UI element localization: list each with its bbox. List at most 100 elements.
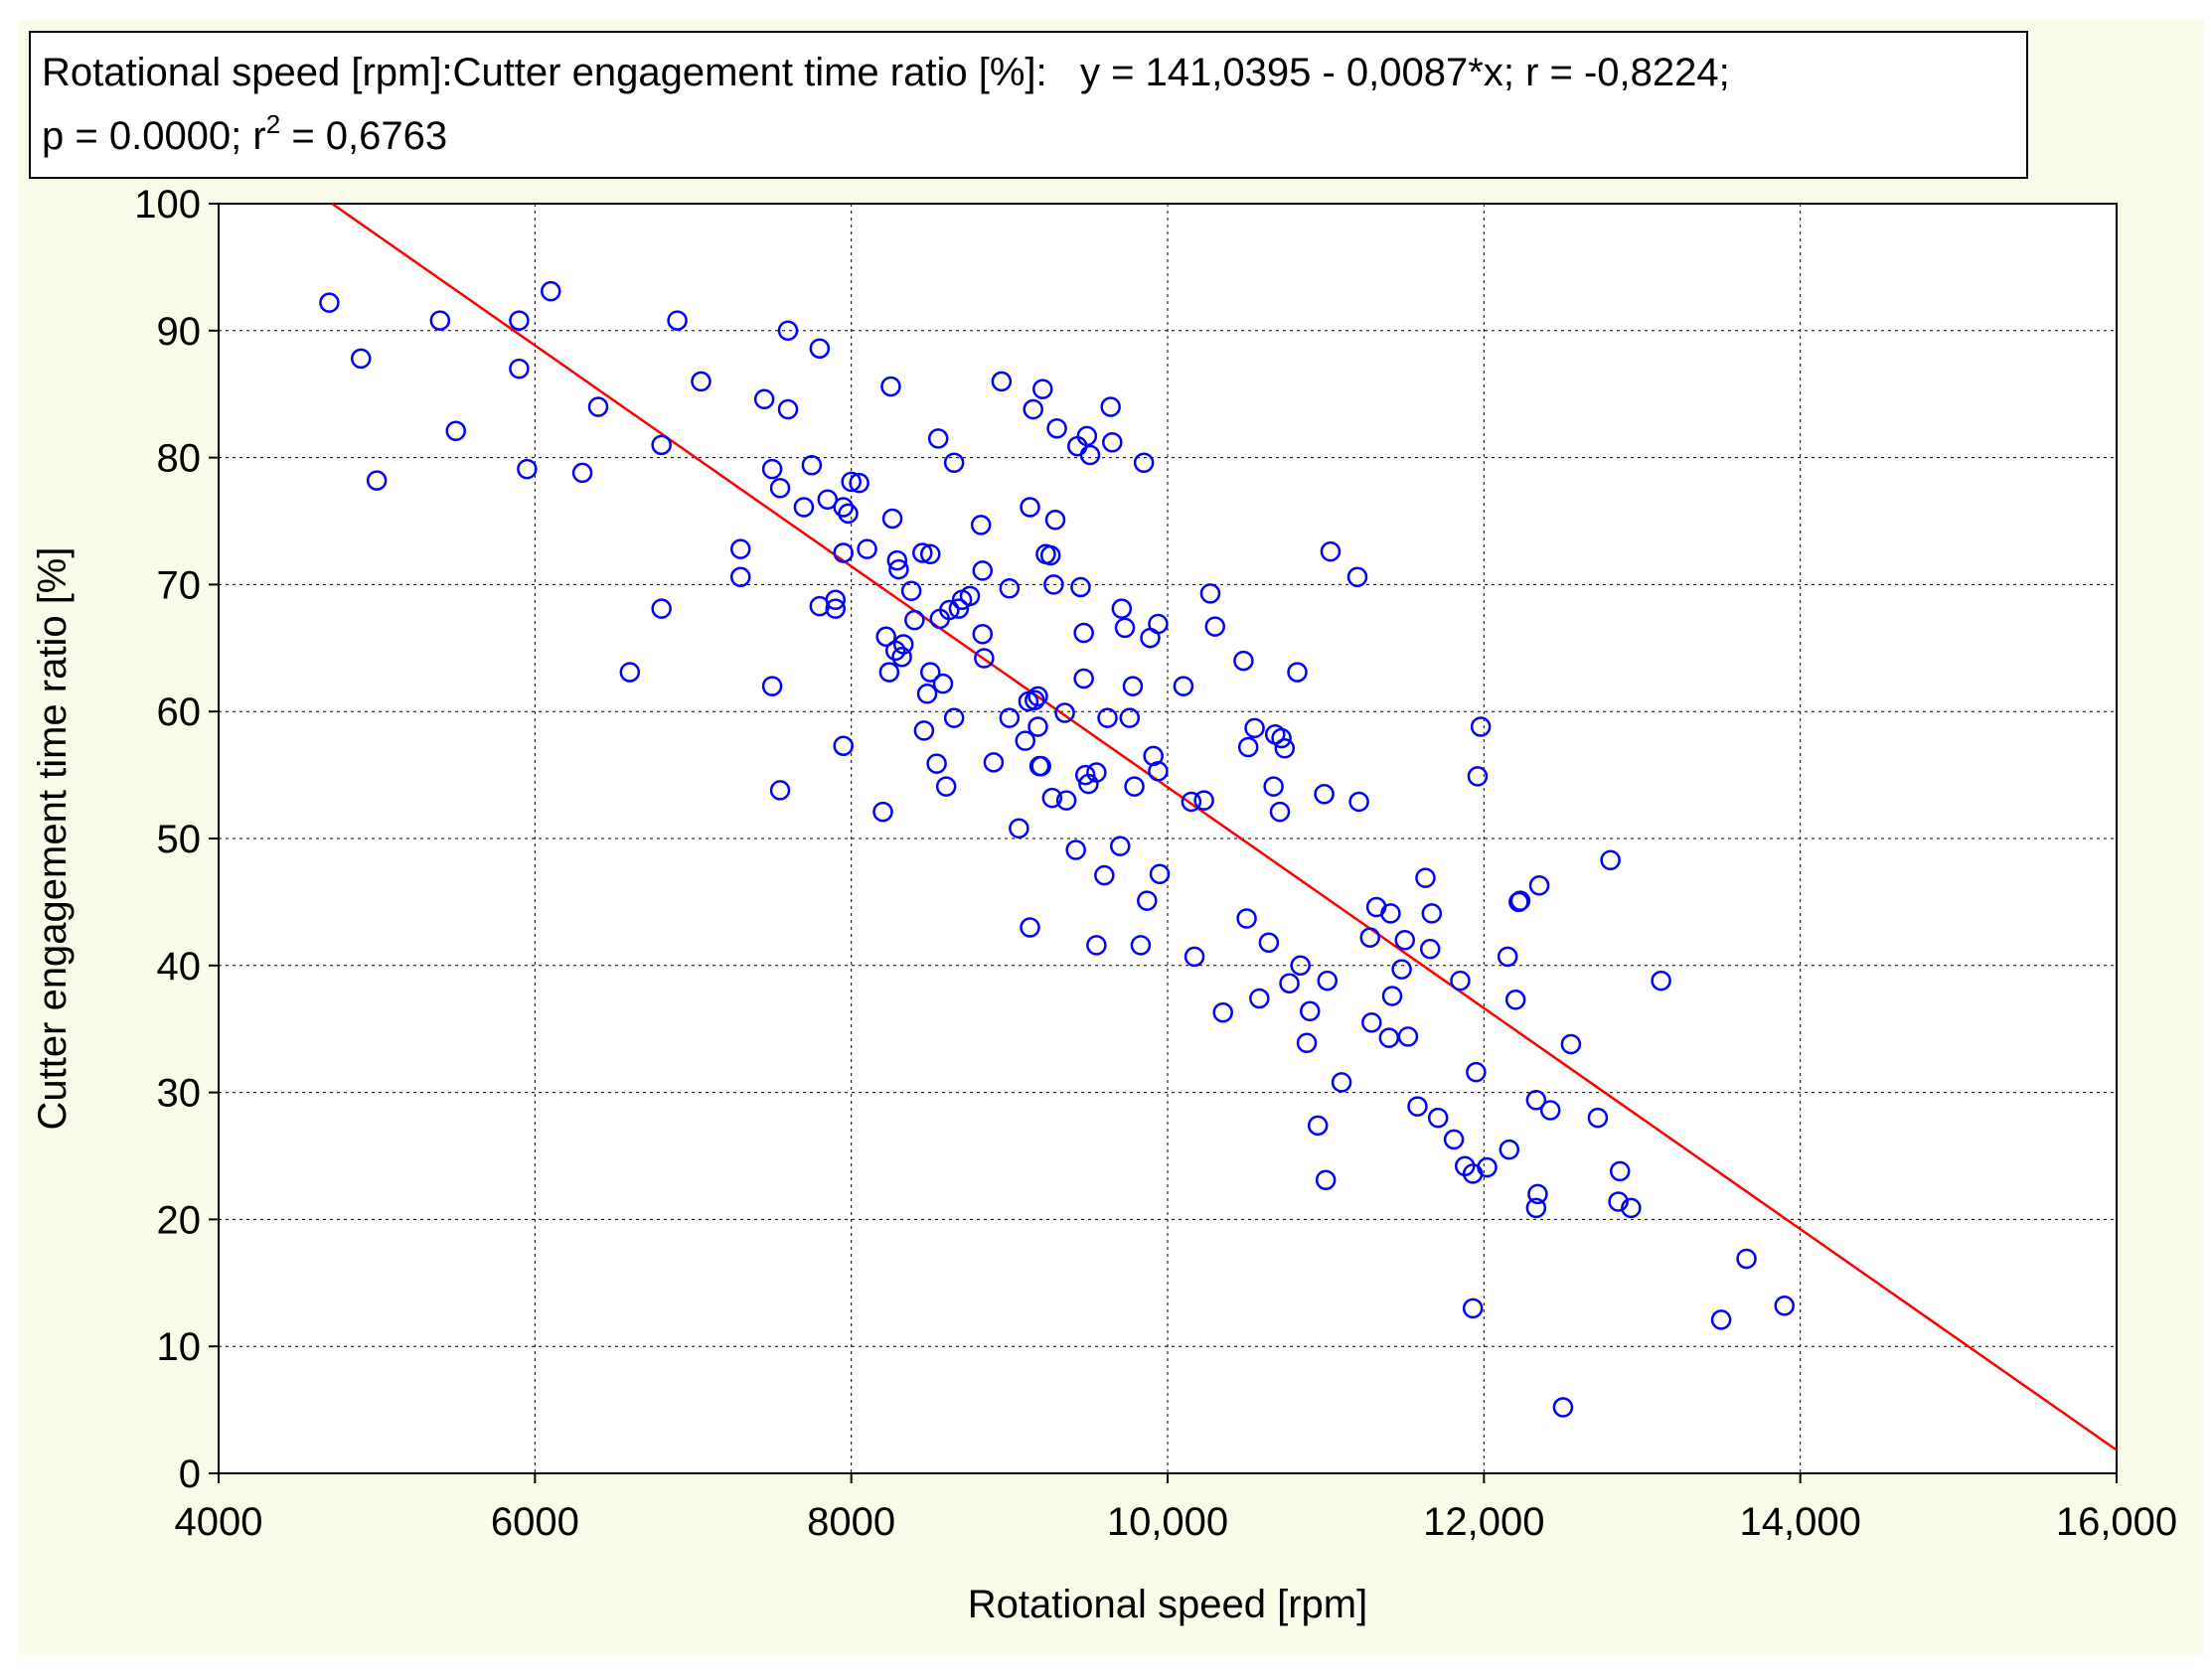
data-point bbox=[913, 720, 935, 741]
data-point bbox=[1119, 707, 1141, 728]
data-point bbox=[1111, 598, 1133, 619]
data-point bbox=[1361, 1012, 1382, 1033]
data-point bbox=[651, 598, 672, 619]
data-point bbox=[999, 707, 1021, 728]
data-point bbox=[891, 646, 912, 668]
data-point bbox=[1233, 650, 1254, 672]
data-point bbox=[1009, 818, 1029, 840]
data-point bbox=[825, 598, 846, 619]
data-point bbox=[777, 320, 799, 342]
data-point bbox=[1079, 444, 1101, 466]
data-point bbox=[1608, 1191, 1629, 1212]
data-point bbox=[1263, 776, 1284, 797]
data-point bbox=[1710, 1309, 1732, 1330]
data-point bbox=[1181, 791, 1202, 813]
data-point bbox=[1094, 864, 1115, 886]
data-point bbox=[517, 458, 538, 480]
data-points bbox=[319, 280, 1795, 1418]
data-point bbox=[1346, 566, 1368, 587]
data-point bbox=[1509, 890, 1531, 911]
data-point bbox=[1560, 1033, 1582, 1055]
data-point bbox=[1462, 1298, 1484, 1319]
data-point bbox=[939, 599, 960, 621]
data-point bbox=[1025, 689, 1045, 710]
data-point bbox=[509, 310, 530, 331]
data-point bbox=[991, 371, 1013, 392]
data-point bbox=[1204, 616, 1225, 637]
data-point bbox=[1076, 425, 1098, 447]
y-tick-label: 30 bbox=[157, 1072, 202, 1116]
data-point bbox=[1391, 959, 1412, 980]
data-point bbox=[769, 478, 791, 499]
y-tick-label: 10 bbox=[157, 1325, 202, 1369]
data-point bbox=[761, 676, 783, 696]
data-point bbox=[857, 538, 877, 559]
data-point bbox=[1039, 544, 1061, 566]
stats-line-2-suffix: = 0,6763 bbox=[280, 114, 447, 158]
data-point bbox=[1237, 736, 1259, 758]
data-point bbox=[1296, 1032, 1318, 1054]
data-point bbox=[1148, 761, 1169, 782]
data-point bbox=[1443, 1129, 1465, 1150]
data-point bbox=[833, 542, 854, 563]
data-point bbox=[825, 589, 846, 610]
data-point bbox=[1539, 1100, 1561, 1121]
stats-line-1: Rotational speed [rpm]:Cutter engagement… bbox=[42, 51, 1730, 94]
data-point bbox=[943, 452, 965, 473]
data-point bbox=[1274, 738, 1296, 759]
data-point bbox=[1477, 1156, 1498, 1178]
scatter-chart: Rotational speed [rpm]:Cutter engagement… bbox=[29, 31, 2177, 1626]
data-point bbox=[1020, 917, 1040, 938]
data-point bbox=[1086, 935, 1107, 956]
data-point bbox=[1331, 1072, 1352, 1093]
stats-line-2-sup: 2 bbox=[266, 109, 280, 139]
x-tick-label: 16,000 bbox=[2056, 1500, 2177, 1544]
data-point bbox=[838, 503, 859, 525]
data-point bbox=[351, 348, 372, 370]
data-point bbox=[880, 376, 901, 397]
data-point bbox=[1173, 676, 1194, 696]
data-point bbox=[1130, 935, 1152, 956]
data-point bbox=[1421, 903, 1443, 924]
data-point bbox=[1609, 1160, 1631, 1182]
y-tick-label: 100 bbox=[134, 183, 201, 227]
data-point bbox=[1199, 583, 1221, 604]
data-point bbox=[1020, 497, 1040, 518]
data-point bbox=[1415, 867, 1436, 888]
data-point bbox=[801, 455, 823, 476]
data-point bbox=[1287, 662, 1308, 683]
data-point bbox=[541, 280, 561, 302]
data-point bbox=[1149, 863, 1171, 885]
data-point bbox=[1381, 986, 1403, 1006]
data-point bbox=[1450, 970, 1471, 992]
data-point bbox=[1086, 762, 1107, 783]
data-point bbox=[1041, 787, 1063, 809]
data-point bbox=[1046, 417, 1067, 439]
data-point bbox=[730, 538, 751, 559]
data-point bbox=[1419, 938, 1441, 960]
data-point bbox=[651, 434, 672, 456]
data-point bbox=[587, 396, 609, 417]
y-tick-label: 0 bbox=[179, 1452, 201, 1496]
data-point bbox=[935, 776, 957, 797]
data-point bbox=[1359, 927, 1380, 948]
data-point bbox=[927, 428, 949, 449]
stats-line-2: p = 0.0000; r2 = 0,6763 bbox=[42, 109, 447, 158]
data-point bbox=[1023, 398, 1043, 420]
data-point bbox=[769, 780, 791, 801]
data-point bbox=[881, 508, 903, 530]
x-tick-label: 10,000 bbox=[1107, 1500, 1228, 1544]
data-point bbox=[619, 662, 641, 683]
data-point bbox=[1258, 932, 1280, 954]
data-point bbox=[1055, 790, 1077, 811]
data-point bbox=[1244, 717, 1265, 739]
stats-box bbox=[29, 31, 2028, 179]
data-point bbox=[1528, 875, 1550, 896]
data-point bbox=[691, 371, 711, 392]
y-tick-label: 50 bbox=[157, 818, 202, 861]
data-point bbox=[1097, 707, 1118, 728]
data-point bbox=[1314, 784, 1335, 805]
data-point bbox=[1407, 1096, 1428, 1117]
data-point bbox=[1269, 801, 1291, 823]
